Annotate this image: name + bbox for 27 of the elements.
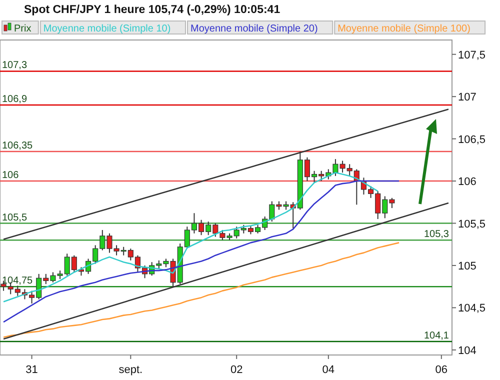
ref-line-label: 106,35: [2, 140, 34, 152]
text: Moyenne mobile (Simple 20): [190, 24, 318, 34]
y-tick-label: 104: [458, 344, 476, 357]
y-tick-label: 107,5: [458, 49, 486, 62]
y-tick-label: 107: [458, 92, 476, 104]
ref-line-label: 105,3: [424, 229, 450, 240]
legend-label: Prix: [14, 24, 32, 34]
x-tick-label: 06: [435, 364, 448, 376]
x-tick-label: 31: [26, 364, 38, 376]
x-tick-label: 04: [322, 364, 335, 376]
y-tick-label: 105,5: [458, 218, 486, 230]
chart-title: Spot CHF/JPY 1 heure 105,74 (-0,29%) 10:05:41: [24, 4, 281, 16]
ref-line-label: 105,5: [2, 212, 28, 224]
line-series: [2, 242, 400, 338]
y-tick-label: 106: [458, 176, 476, 188]
ref-line-label: 104,1: [424, 330, 450, 342]
y-tick-label: 106,5: [458, 134, 486, 146]
ref-line-label: 106: [2, 170, 20, 182]
ref-line-label: 107,3: [2, 60, 28, 72]
ref-line-label: 104,75: [2, 276, 34, 287]
x-tick-label: 02: [230, 364, 243, 376]
text: Moyenne mobile (Simple 100): [338, 24, 470, 34]
text: Moyenne mobile (Simple 10): [43, 24, 171, 34]
x-tick-label: sept.: [118, 364, 143, 376]
y-tick-label: 105: [458, 260, 476, 272]
ref-line-label: 106,9: [2, 94, 28, 106]
y-tick-label: 104,5: [458, 302, 486, 315]
